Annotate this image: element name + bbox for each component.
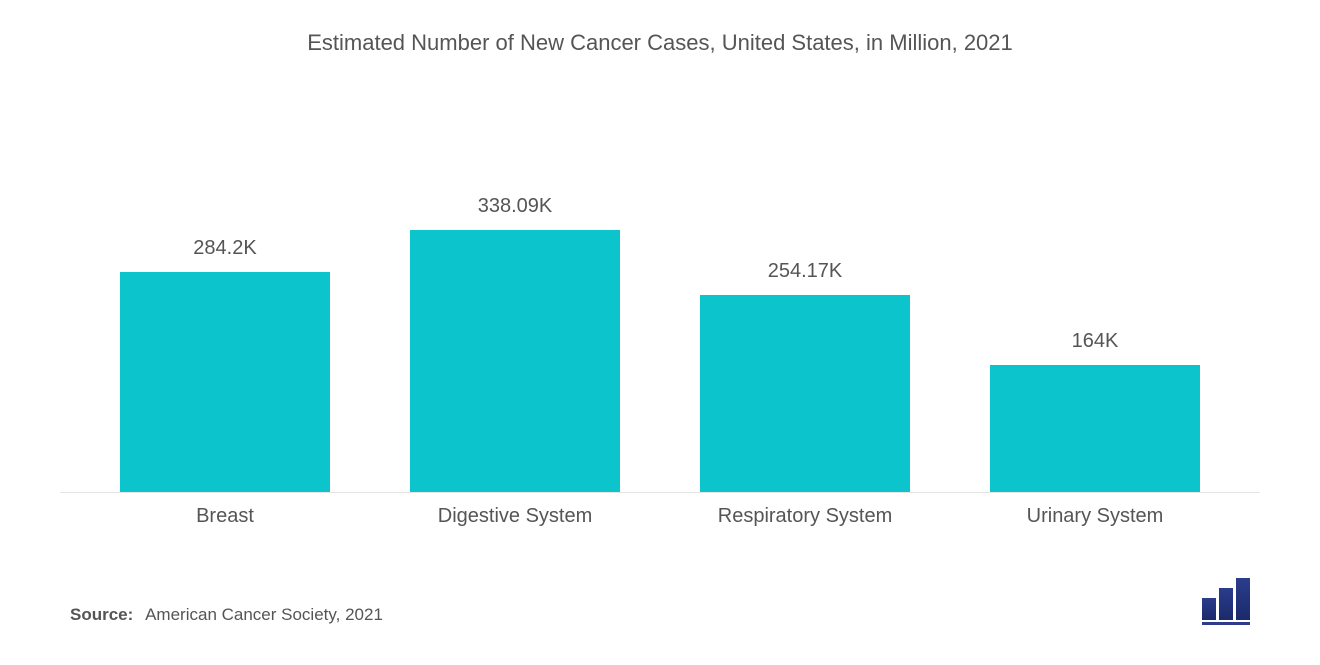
x-label-urinary: Urinary System [955,505,1235,528]
bar-value-label: 284.2K [193,237,256,260]
bar-value-label: 254.17K [768,260,843,283]
chart-footer: Source: American Cancer Society, 2021 [60,578,1260,625]
chart-title: Estimated Number of New Cancer Cases, Un… [60,30,1260,56]
x-label-respiratory: Respiratory System [665,505,945,528]
x-label-breast: Breast [85,505,365,528]
source-label: Source: [70,605,133,624]
logo-bar [1236,578,1250,620]
bar-respiratory [700,295,910,492]
x-label-digestive: Digestive System [375,505,655,528]
logo-bar [1219,588,1233,620]
bar-breast [120,272,330,492]
source-value: American Cancer Society, 2021 [145,605,383,624]
publisher-logo [1202,578,1250,625]
bar-urinary [990,365,1200,492]
bar-group-breast: 284.2K [85,86,365,492]
bar-group-digestive: 338.09K [375,86,655,492]
x-axis-labels: Breast Digestive System Respiratory Syst… [60,493,1260,528]
bar-value-label: 164K [1072,330,1119,353]
chart-plot-area: 284.2K 338.09K 254.17K 164K [60,86,1260,493]
source-citation: Source: American Cancer Society, 2021 [70,605,383,625]
logo-bar [1202,598,1216,620]
chart-container: Estimated Number of New Cancer Cases, Un… [0,0,1320,665]
logo-underline [1202,622,1250,625]
bar-digestive [410,230,620,492]
bar-value-label: 338.09K [478,195,553,218]
bar-group-respiratory: 254.17K [665,86,945,492]
logo-bars-icon [1202,578,1250,620]
bar-group-urinary: 164K [955,86,1235,492]
